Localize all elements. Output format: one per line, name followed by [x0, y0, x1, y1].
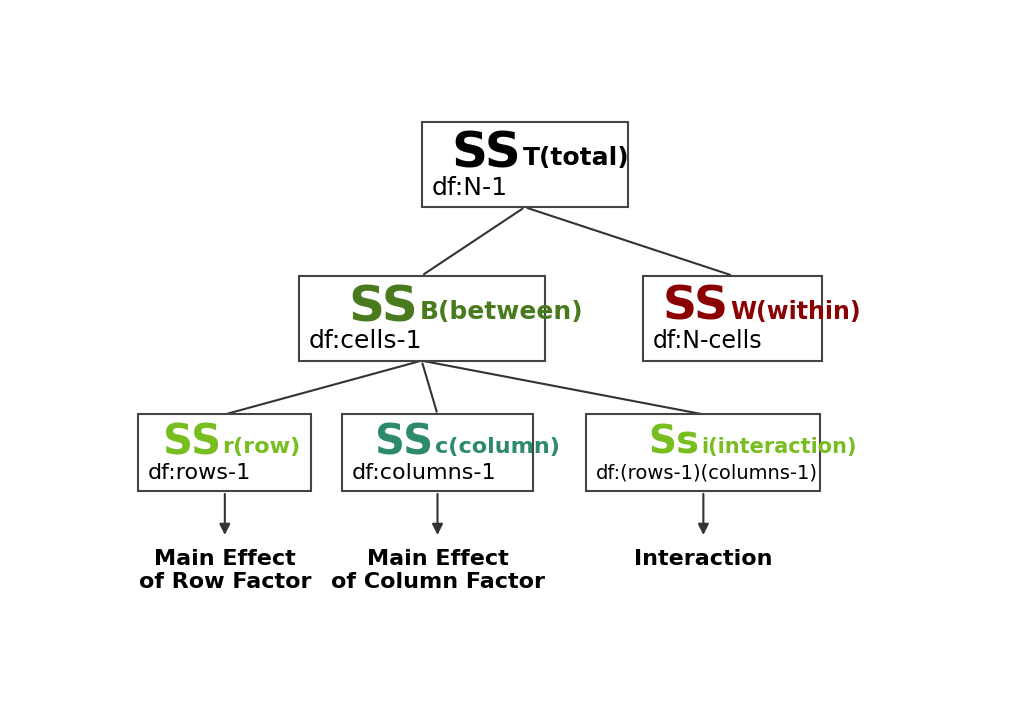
Text: T(total): T(total)	[522, 146, 629, 170]
Text: W(within): W(within)	[730, 300, 861, 324]
FancyBboxPatch shape	[587, 414, 820, 491]
FancyBboxPatch shape	[138, 414, 311, 491]
Text: df:rows-1: df:rows-1	[147, 464, 251, 483]
Text: i(interaction): i(interaction)	[701, 437, 856, 457]
Text: Interaction: Interaction	[634, 549, 773, 569]
FancyBboxPatch shape	[342, 414, 532, 491]
Text: c(column): c(column)	[435, 437, 560, 457]
Text: SS: SS	[348, 283, 418, 331]
FancyBboxPatch shape	[299, 276, 545, 361]
FancyBboxPatch shape	[422, 122, 628, 207]
Text: SS: SS	[376, 422, 433, 464]
Text: SS: SS	[452, 130, 521, 178]
Text: r(row): r(row)	[222, 437, 301, 457]
Text: SS: SS	[663, 285, 729, 330]
Text: df:cells-1: df:cells-1	[308, 330, 422, 353]
Text: df:N-1: df:N-1	[431, 176, 507, 200]
Text: Main Effect
of Row Factor: Main Effect of Row Factor	[138, 549, 311, 592]
Text: Ss: Ss	[648, 424, 699, 462]
Text: df:N-cells: df:N-cells	[653, 330, 763, 353]
FancyBboxPatch shape	[643, 276, 822, 361]
Text: df:(rows-1)(columns-1): df:(rows-1)(columns-1)	[596, 464, 818, 483]
Text: df:columns-1: df:columns-1	[352, 464, 497, 483]
Text: B(between): B(between)	[419, 300, 583, 324]
Text: SS: SS	[163, 422, 221, 464]
Text: Main Effect
of Column Factor: Main Effect of Column Factor	[331, 549, 545, 592]
